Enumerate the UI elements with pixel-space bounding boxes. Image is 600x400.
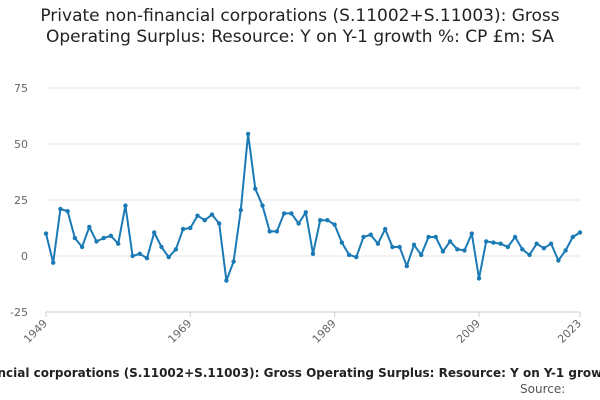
source-label: Source: xyxy=(520,382,566,396)
data-point-2017[interactable] xyxy=(534,241,539,246)
data-point-2000[interactable] xyxy=(411,242,417,247)
data-point-1985[interactable] xyxy=(303,210,308,215)
y-tick-label: 50 xyxy=(14,138,28,151)
data-point-1979[interactable] xyxy=(260,203,265,208)
x-tick-label: 1949 xyxy=(21,317,50,346)
series-group xyxy=(43,131,583,283)
data-point-2014[interactable] xyxy=(512,234,518,240)
data-point-2005[interactable] xyxy=(447,239,453,244)
data-point-2016[interactable] xyxy=(527,252,532,258)
data-point-2006[interactable] xyxy=(455,247,460,252)
y-tick-label: 25 xyxy=(14,194,28,207)
data-point-1965[interactable] xyxy=(159,244,164,250)
data-point-1999[interactable] xyxy=(404,263,409,269)
data-point-2015[interactable] xyxy=(520,247,525,252)
data-point-2009[interactable] xyxy=(476,276,482,281)
data-point-1987[interactable] xyxy=(318,218,323,223)
series-caption: Private non-financial corporations (S.11… xyxy=(0,366,600,380)
x-axis-ticks: 1949 1969 1989 2009 2023 xyxy=(21,311,584,346)
x-tick-label: 1969 xyxy=(165,317,194,346)
data-point-1973[interactable] xyxy=(217,221,222,226)
footer-caption-row: Private non-financial corporations (S.11… xyxy=(0,366,600,382)
data-point-1976[interactable] xyxy=(238,207,243,213)
data-point-1971[interactable] xyxy=(202,218,207,223)
data-point-1967[interactable] xyxy=(173,247,179,252)
data-point-1991[interactable] xyxy=(346,252,352,258)
x-tick-label: 2023 xyxy=(555,317,584,346)
y-tick-label: 0 xyxy=(21,250,28,263)
data-point-2003[interactable] xyxy=(433,234,438,240)
data-point-1949[interactable] xyxy=(43,231,49,236)
data-point-2018[interactable] xyxy=(541,246,547,251)
data-point-1981[interactable] xyxy=(274,229,280,234)
data-point-2011[interactable] xyxy=(491,240,496,245)
data-point-1961[interactable] xyxy=(130,253,135,259)
data-point-1982[interactable] xyxy=(281,211,287,216)
data-point-1960[interactable] xyxy=(123,203,128,208)
data-point-2010[interactable] xyxy=(484,239,489,244)
data-point-1994[interactable] xyxy=(368,232,373,237)
data-point-1993[interactable] xyxy=(361,234,366,240)
chart-title: Private non-financial corporations (S.11… xyxy=(40,6,560,47)
data-point-1984[interactable] xyxy=(296,221,301,226)
data-point-1978[interactable] xyxy=(253,186,258,191)
x-tick-label: 1989 xyxy=(310,317,339,346)
data-point-1963[interactable] xyxy=(144,256,150,261)
data-point-2007[interactable] xyxy=(462,248,467,253)
data-point-2001[interactable] xyxy=(419,252,424,258)
data-point-1977[interactable] xyxy=(245,131,251,137)
data-point-2020[interactable] xyxy=(556,258,561,263)
data-point-1959[interactable] xyxy=(116,241,121,246)
data-point-1989[interactable] xyxy=(332,222,337,227)
data-point-1954[interactable] xyxy=(79,244,85,250)
gridlines xyxy=(46,87,580,313)
data-point-2023[interactable] xyxy=(577,230,583,235)
data-point-2021[interactable] xyxy=(563,248,568,253)
data-point-1969[interactable] xyxy=(188,225,193,231)
data-point-1983[interactable] xyxy=(289,211,294,216)
data-point-1955[interactable] xyxy=(87,224,92,230)
data-point-1988[interactable] xyxy=(325,218,330,223)
data-point-1953[interactable] xyxy=(72,235,78,241)
y-tick-label: 75 xyxy=(14,82,28,95)
data-point-2008[interactable] xyxy=(469,231,474,236)
data-point-2004[interactable] xyxy=(440,249,446,254)
data-point-1952[interactable] xyxy=(65,209,70,214)
data-point-1956[interactable] xyxy=(94,239,99,244)
data-point-1970[interactable] xyxy=(195,213,200,218)
data-point-1966[interactable] xyxy=(166,254,171,260)
data-point-2022[interactable] xyxy=(570,234,575,240)
data-point-1964[interactable] xyxy=(152,230,157,235)
data-point-1975[interactable] xyxy=(231,259,236,264)
data-point-2019[interactable] xyxy=(548,241,554,246)
data-point-1957[interactable] xyxy=(101,235,106,241)
data-point-1992[interactable] xyxy=(354,254,359,260)
data-point-1997[interactable] xyxy=(390,244,395,250)
data-point-2013[interactable] xyxy=(505,244,510,250)
data-point-2002[interactable] xyxy=(426,234,431,240)
data-point-1962[interactable] xyxy=(137,251,142,256)
data-point-1996[interactable] xyxy=(383,226,388,232)
data-point-1972[interactable] xyxy=(209,212,215,217)
data-point-1958[interactable] xyxy=(108,233,114,238)
y-tick-label: -25 xyxy=(10,306,28,319)
data-point-1951[interactable] xyxy=(58,206,63,212)
data-point-1950[interactable] xyxy=(51,260,56,265)
data-point-2012[interactable] xyxy=(498,241,503,246)
x-tick-label: 2009 xyxy=(454,317,483,346)
data-point-1995[interactable] xyxy=(375,241,381,246)
data-point-1998[interactable] xyxy=(397,244,402,250)
y-axis-ticks: 75 50 25 0 -25 xyxy=(10,82,28,319)
data-point-1986[interactable] xyxy=(310,251,316,256)
data-point-1968[interactable] xyxy=(180,226,186,232)
data-point-1980[interactable] xyxy=(267,229,272,234)
data-point-1990[interactable] xyxy=(339,240,345,245)
data-point-1974[interactable] xyxy=(224,278,229,283)
